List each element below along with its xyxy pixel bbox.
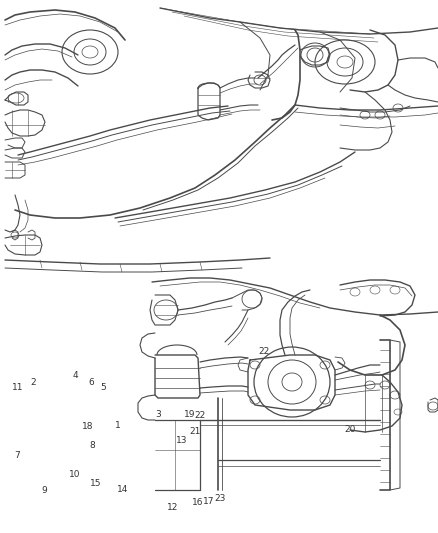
Text: 21: 21 <box>189 427 201 437</box>
Text: 12: 12 <box>167 504 179 512</box>
Text: 16: 16 <box>192 498 204 507</box>
Text: 23: 23 <box>215 494 226 503</box>
Text: 18: 18 <box>82 422 93 431</box>
Text: 7: 7 <box>14 451 21 460</box>
Text: 4: 4 <box>73 372 78 380</box>
Text: 9: 9 <box>41 486 47 495</box>
Text: 14: 14 <box>117 485 128 494</box>
Text: 22: 22 <box>194 410 205 419</box>
Text: 2: 2 <box>30 378 35 387</box>
Text: 11: 11 <box>12 383 23 392</box>
Text: 20: 20 <box>344 425 356 434</box>
Text: 6: 6 <box>88 378 94 387</box>
Text: 1: 1 <box>114 421 120 430</box>
Text: 13: 13 <box>176 436 187 445</box>
Text: 22: 22 <box>258 348 270 357</box>
Text: 5: 5 <box>100 383 106 392</box>
Text: 10: 10 <box>69 471 80 479</box>
Text: 19: 19 <box>184 410 195 419</box>
Text: 17: 17 <box>203 497 214 505</box>
Text: 8: 8 <box>89 441 95 450</box>
Text: 15: 15 <box>90 479 101 488</box>
Text: 3: 3 <box>155 410 162 419</box>
